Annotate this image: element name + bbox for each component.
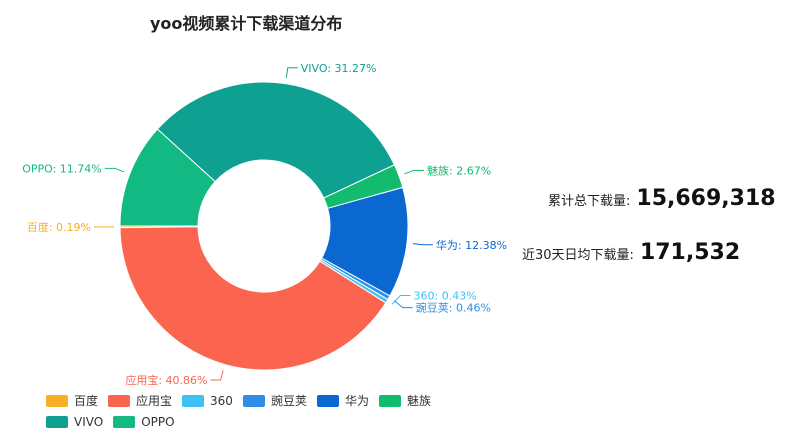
legend-swatch xyxy=(46,416,68,428)
legend-item-百度[interactable]: 百度 xyxy=(46,392,98,409)
total-downloads-label: 累计总下载量: xyxy=(548,194,631,209)
legend-swatch xyxy=(182,394,205,407)
slice-label-魅族: 魅族: 2.67% xyxy=(427,163,491,177)
slice-label-华为: 华为: 12.38% xyxy=(436,238,507,252)
leader-line-魅族 xyxy=(404,169,425,175)
legend-item-oppo[interactable]: OPPO xyxy=(113,415,175,429)
total-downloads-value: 15,669,318 xyxy=(636,186,776,211)
slice-oppo xyxy=(119,128,216,227)
slice-label-百度: 百度: 0.19% xyxy=(27,220,91,234)
legend-swatch xyxy=(108,394,131,407)
daily-avg-downloads-stat: 近30天日均下载量: 171,532 xyxy=(522,240,740,265)
legend-item-华为[interactable]: 华为 xyxy=(316,392,369,409)
legend-label: 应用宝 xyxy=(136,394,173,408)
legend-label: OPPO xyxy=(141,415,175,429)
legend-label: VIVO xyxy=(74,415,104,429)
legend-label: 百度 xyxy=(74,394,99,408)
legend-swatch xyxy=(113,416,136,428)
legend-item-360[interactable]: 360 xyxy=(182,392,233,409)
legend-swatch xyxy=(378,394,401,407)
chart-title: yoo视频累计下载渠道分布 xyxy=(150,14,343,33)
leader-line-oppo xyxy=(104,167,125,173)
legend-item-魅族[interactable]: 魅族 xyxy=(378,392,431,409)
slice-label-豌豆荚: 豌豆荚: 0.46% xyxy=(416,301,491,315)
legend-item-豌豆荚[interactable]: 豌豆荚 xyxy=(242,392,307,409)
legend-swatch xyxy=(46,394,68,407)
legend-label: 魅族 xyxy=(406,394,431,408)
legend-item-应用宝[interactable]: 应用宝 xyxy=(108,392,172,409)
legend-swatch xyxy=(242,394,265,407)
legend-label: 华为 xyxy=(344,394,369,408)
daily-avg-downloads-label: 近30天日均下载量: xyxy=(522,248,634,263)
legend-label: 360 xyxy=(210,393,233,408)
slice-label-oppo: OPPO: 11.74% xyxy=(22,162,102,175)
chart-legend: 百度 应用宝 360 豌豆荚 华为 魅族 VIVO OPPO xyxy=(46,392,496,429)
legend-swatch xyxy=(316,394,339,407)
leader-line-华为 xyxy=(412,243,433,246)
slice-label-vivo: VIVO: 31.27% xyxy=(301,62,377,75)
total-downloads-stat: 累计总下载量: 15,669,318 xyxy=(548,186,776,211)
leader-line-vivo xyxy=(285,67,298,78)
leader-line-360 xyxy=(391,294,411,305)
slice-vivo xyxy=(156,81,395,199)
legend-item-vivo[interactable]: VIVO xyxy=(46,415,103,429)
slice-label-360: 360: 0.43% xyxy=(414,289,477,302)
daily-avg-downloads-value: 171,532 xyxy=(639,240,741,265)
leader-line-豌豆荚 xyxy=(393,300,413,309)
slice-label-应用宝: 应用宝: 40.86% xyxy=(125,373,207,387)
leader-line-应用宝 xyxy=(210,370,224,381)
legend-label: 豌豆荚 xyxy=(270,394,307,408)
slice-应用宝 xyxy=(119,226,387,371)
